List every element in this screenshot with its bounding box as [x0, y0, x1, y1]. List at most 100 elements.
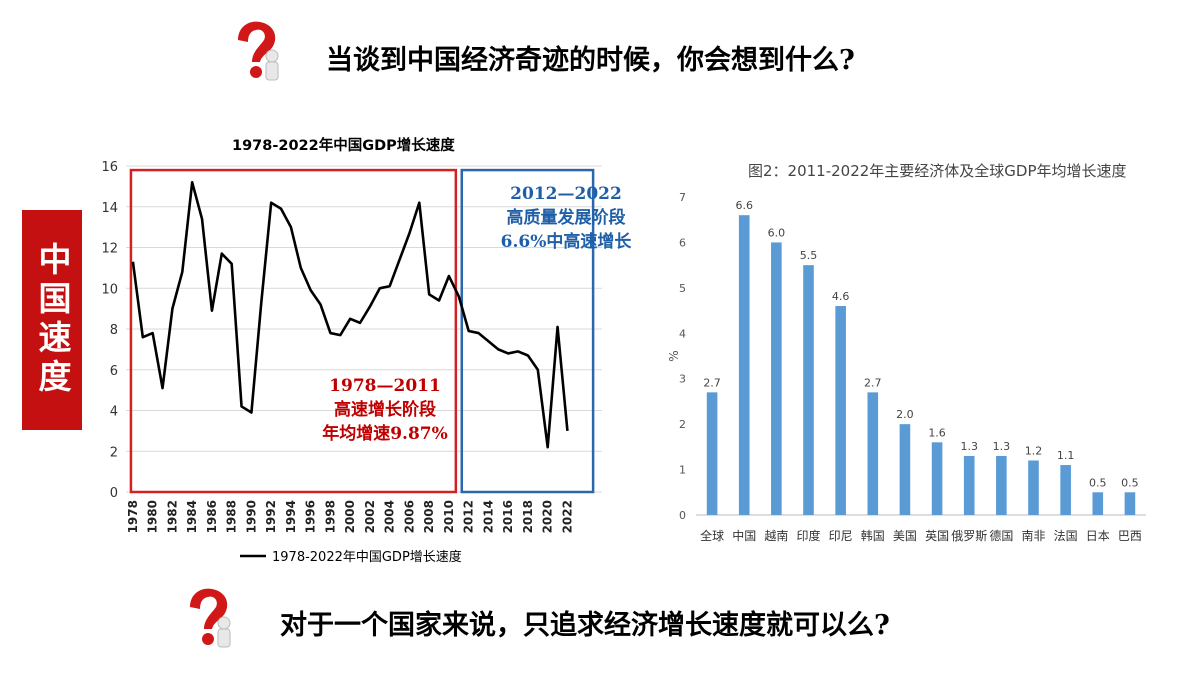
china-speed-badge: 中国速度	[22, 210, 82, 430]
x-tick-label: 1994	[284, 500, 298, 533]
x-tick-label: 1986	[205, 500, 219, 533]
category-label: 巴西	[1118, 529, 1142, 543]
y-tick-label: 0	[679, 509, 686, 522]
x-tick-label: 2008	[422, 500, 436, 533]
phase2-years: 2012—2022	[510, 184, 622, 204]
bar-value-label: 1.2	[1025, 444, 1043, 457]
x-tick-label: 1984	[185, 500, 199, 533]
phase2-annotation: 2012—2022 高质量发展阶段 6.6%中高速增长	[484, 182, 648, 254]
y-tick-label: 8	[110, 323, 118, 338]
category-label: 南非	[1021, 528, 1045, 543]
bar	[867, 392, 879, 515]
bar-chart-title: 图2：2011-2022年主要经济体及全球GDP年均增长速度	[748, 162, 1127, 180]
phase1-annotation: 1978—2011 高速增长阶段 年均增速9.87%	[300, 374, 470, 446]
y-tick-label: 2	[110, 445, 118, 460]
y-tick-label: 1	[679, 464, 686, 477]
bar	[931, 442, 943, 515]
bar-value-label: 6.0	[768, 226, 786, 239]
category-label: 越南	[764, 528, 788, 543]
y-tick-label: 0	[110, 486, 118, 501]
bar-value-label: 2.7	[864, 376, 882, 389]
bar-value-label: 1.1	[1057, 449, 1075, 462]
x-tick-label: 2020	[541, 500, 555, 533]
category-label: 中国	[732, 528, 756, 543]
x-tick-label: 1996	[304, 500, 318, 533]
bar	[899, 424, 911, 515]
side-label: 中国速度	[33, 242, 72, 398]
bar-value-label: 4.6	[832, 290, 850, 303]
y-tick-label: 6	[110, 364, 118, 379]
y-tick-label: 4	[679, 327, 686, 340]
y-axis-label: %	[667, 350, 681, 361]
bar-value-label: 2.7	[703, 376, 721, 389]
question-mark-icon	[238, 21, 279, 81]
gdp-line-chart: 0 2 4 6 8 10 12 14 16 1978 1980 1982 1984 1986 1988 199…	[101, 160, 602, 565]
bar	[771, 242, 782, 515]
phase2-name: 高质量发展阶段	[506, 208, 626, 228]
bar	[1028, 460, 1039, 515]
bar	[706, 392, 718, 515]
y-tick-label: 2	[679, 418, 686, 431]
phase2-box	[460, 168, 595, 494]
gdp-growth-series-line	[131, 180, 569, 449]
category-label: 德国	[989, 528, 1013, 543]
y-tick-label: 12	[101, 242, 118, 257]
bottom-question: 对于一个国家来说，只追求经济增长速度就可以么?	[280, 610, 890, 641]
x-tick-label: 2002	[363, 500, 377, 533]
bar-value-label: 0.5	[1121, 476, 1139, 489]
phase2-rate: 6.6%中高速增长	[500, 232, 632, 252]
question-mark-icon	[190, 588, 231, 648]
bar-value-label: 6.6	[735, 199, 753, 212]
bar-value-label: 1.3	[993, 440, 1011, 453]
top-question: 当谈到中国经济奇迹的时候，你会想到什么?	[326, 45, 855, 76]
category-label: 法国	[1054, 529, 1078, 543]
phase1-years: 1978—2011	[329, 376, 441, 396]
x-tick-label: 1992	[264, 500, 278, 533]
category-label: 韩国	[861, 528, 885, 543]
x-tick-label: 1990	[244, 500, 258, 533]
bar-value-label: 0.5	[1089, 476, 1107, 489]
x-tick-label: 2014	[481, 500, 495, 533]
category-label: 全球	[700, 528, 724, 543]
line-chart-title: 1978-2022年中国GDP增长速度	[232, 138, 455, 154]
y-tick-label: 7	[679, 191, 686, 204]
category-label: 日本	[1086, 529, 1110, 543]
y-tick-label: 4	[110, 405, 118, 420]
x-tick-label: 1998	[323, 500, 337, 533]
bar	[1092, 492, 1104, 515]
bar	[803, 265, 814, 515]
bar-value-label: 1.3	[960, 440, 978, 453]
bar	[963, 455, 975, 515]
legend-label: 1978-2022年中国GDP增长速度	[272, 549, 462, 565]
x-tick-label: 2012	[462, 500, 476, 533]
category-label: 俄罗斯	[951, 529, 987, 543]
bar	[996, 455, 1007, 515]
phase1-box	[129, 168, 458, 494]
y-tick-label: 10	[101, 282, 118, 297]
phase1-name: 高速增长阶段	[334, 400, 436, 420]
bar-value-label: 1.6	[928, 426, 946, 439]
category-label: 英国	[925, 529, 949, 543]
bar	[1060, 465, 1071, 515]
x-tick-label: 1980	[146, 500, 160, 533]
y-tick-label: 6	[679, 236, 686, 249]
x-tick-label: 2018	[521, 500, 535, 533]
y-tick-label: 14	[101, 201, 118, 216]
gdp-bar-chart: 0 1 2 3 4 5 6 7% 2.7 全球 6.6 中国 6.0 越南 5.5 印度 4.6 印尼 2.7 韩国 2…	[667, 191, 1146, 543]
x-tick-label: 2010	[442, 500, 456, 533]
x-tick-label: 2004	[383, 500, 397, 533]
y-tick-label: 3	[679, 373, 686, 386]
x-tick-label: 1988	[225, 500, 239, 533]
x-tick-label: 2006	[402, 500, 416, 533]
bar-value-label: 2.0	[896, 408, 914, 421]
category-label: 印尼	[829, 529, 853, 543]
bar	[835, 306, 846, 515]
x-tick-label: 2016	[501, 500, 515, 533]
x-tick-label: 2022	[560, 500, 574, 533]
x-tick-label: 1978	[126, 500, 140, 533]
category-label: 印度	[796, 528, 820, 543]
y-tick-label: 5	[679, 282, 686, 295]
x-tick-label: 2000	[343, 500, 357, 533]
bar	[738, 215, 750, 515]
y-tick-label: 16	[101, 160, 118, 175]
